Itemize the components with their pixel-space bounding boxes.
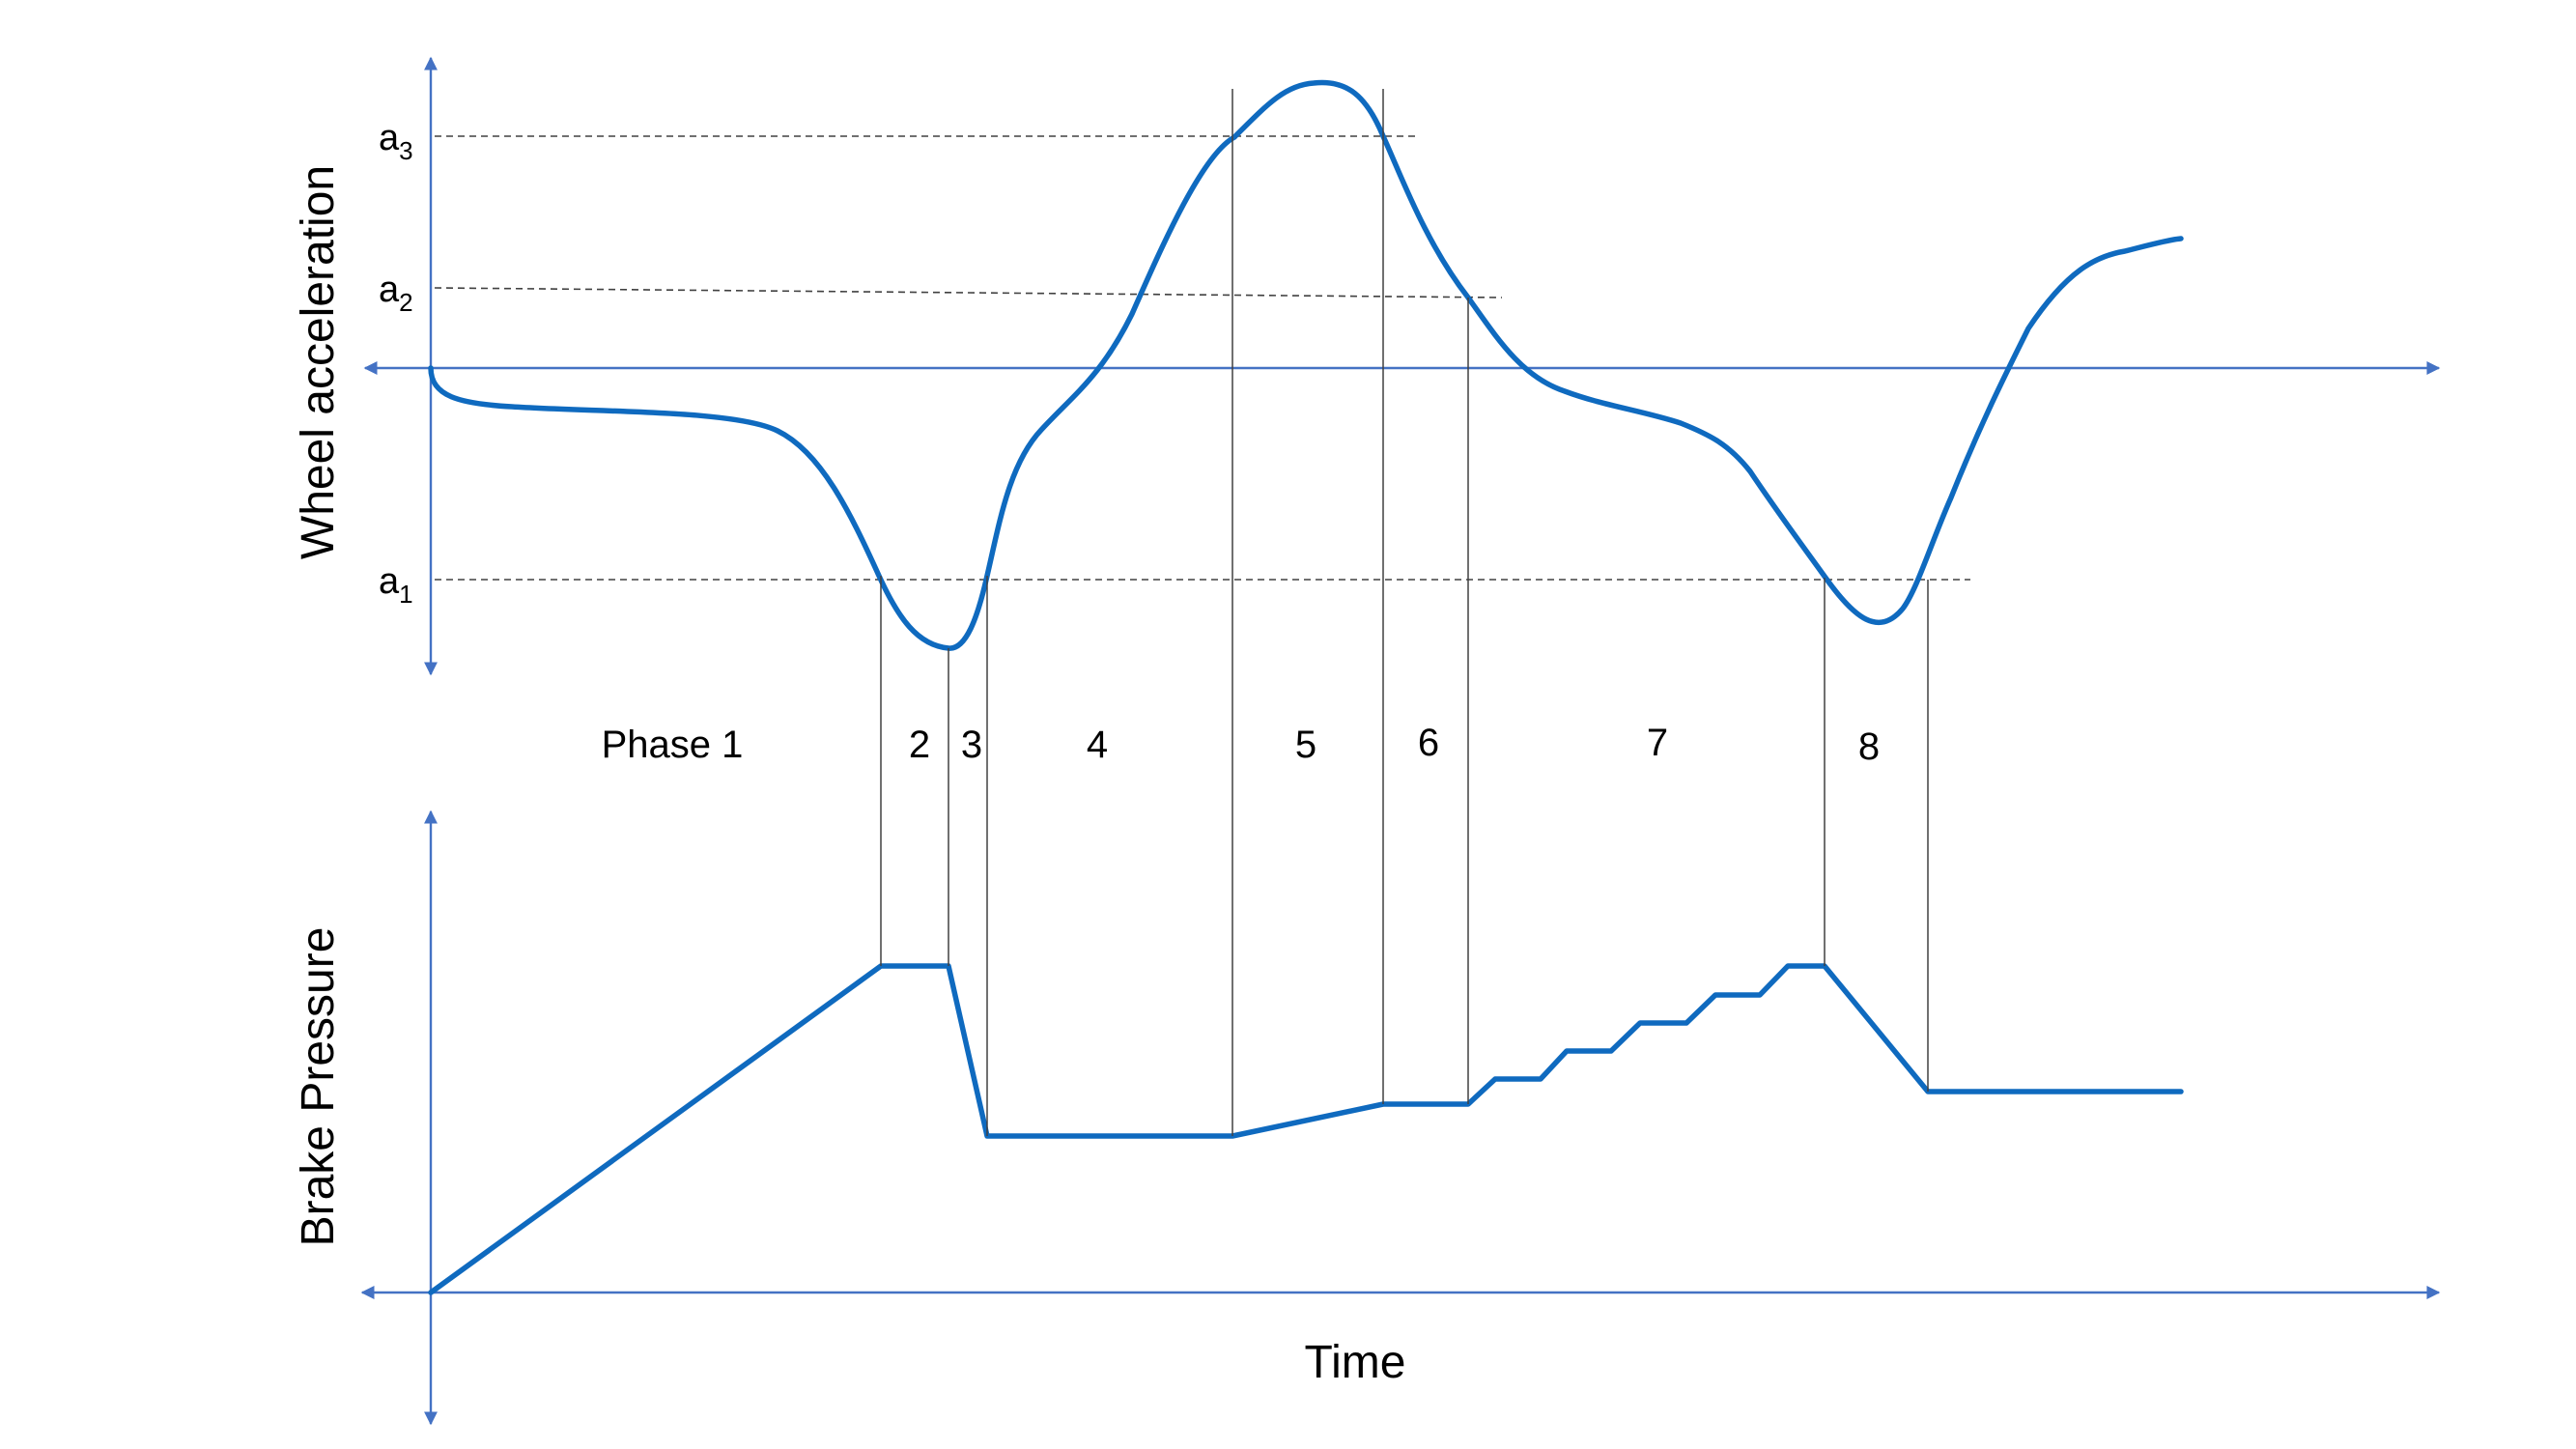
- lower-y-axis-title: Brake Pressure: [293, 927, 344, 1247]
- phase-label-3: 3: [961, 724, 982, 766]
- phase-label-2: 2: [909, 724, 930, 766]
- threshold-a2-label: a2: [379, 270, 413, 317]
- upper-y-axis-title: Wheel acceleration: [293, 165, 344, 559]
- phase-label-1: Phase 1: [602, 724, 744, 766]
- phase-label-5: 5: [1295, 724, 1316, 766]
- phase-label-7: 7: [1647, 722, 1668, 764]
- x-axis-title: Time: [1305, 1337, 1406, 1388]
- phase-label-4: 4: [1087, 724, 1108, 766]
- threshold-a3-label: a3: [379, 118, 413, 165]
- threshold-a1-label: a1: [379, 561, 413, 609]
- wheel-acceleration-curve: [428, 79, 2184, 651]
- threshold-a2-line: [434, 287, 1503, 298]
- brake-pressure-curve: [428, 963, 2184, 1295]
- phase-label-6: 6: [1418, 722, 1439, 764]
- phase-label-8: 8: [1858, 725, 1880, 768]
